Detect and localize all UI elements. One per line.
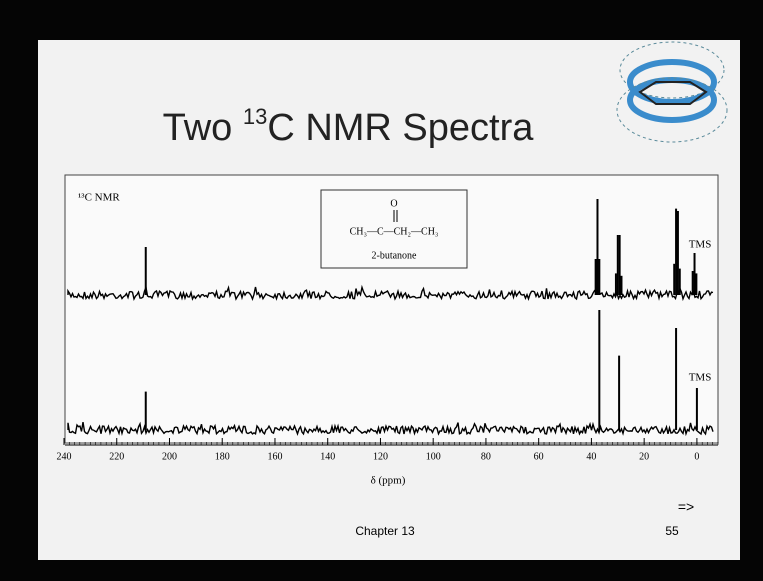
- panel-label: ¹³C NMR: [78, 192, 120, 204]
- x-axis-label: δ (ppm): [371, 475, 406, 487]
- title-part: Two: [163, 107, 243, 149]
- x-tick-label: 240: [57, 451, 72, 462]
- x-tick-label: 200: [162, 451, 177, 462]
- baseline-noise: [67, 284, 714, 302]
- x-tick-label: 140: [320, 451, 335, 462]
- next-arrow[interactable]: =>: [678, 499, 694, 515]
- x-tick-label: 160: [267, 451, 282, 462]
- x-tick-label: 100: [426, 451, 441, 462]
- x-tick-label: 60: [534, 451, 544, 462]
- title-sup: 13: [243, 104, 267, 129]
- benzene-icon: [616, 41, 728, 143]
- x-tick-label: 40: [586, 451, 596, 462]
- molecule-formula: CH₃—C—CH₂—CH₃: [350, 226, 439, 237]
- molecule-oxygen: O: [390, 198, 397, 209]
- slide-title: Two 13C NMR Spectra: [163, 104, 535, 149]
- molecule-box: [320, 189, 468, 269]
- peak-annotation: TMS: [689, 239, 712, 251]
- page-number: 55: [665, 524, 679, 538]
- x-tick-label: 20: [639, 451, 649, 462]
- x-tick-label: 0: [694, 451, 699, 462]
- molecule-name: 2-butanone: [372, 250, 418, 261]
- footer: Chapter 13: [355, 524, 415, 538]
- peak-annotation: TMS: [689, 372, 712, 384]
- plot-frame: [64, 174, 719, 444]
- x-tick-label: 180: [215, 451, 230, 462]
- x-tick-label: 80: [481, 451, 491, 462]
- baseline-noise: [67, 421, 714, 437]
- x-tick-label: 120: [373, 451, 388, 462]
- x-tick-label: 220: [109, 451, 124, 462]
- title-part: C NMR Spectra: [267, 107, 534, 149]
